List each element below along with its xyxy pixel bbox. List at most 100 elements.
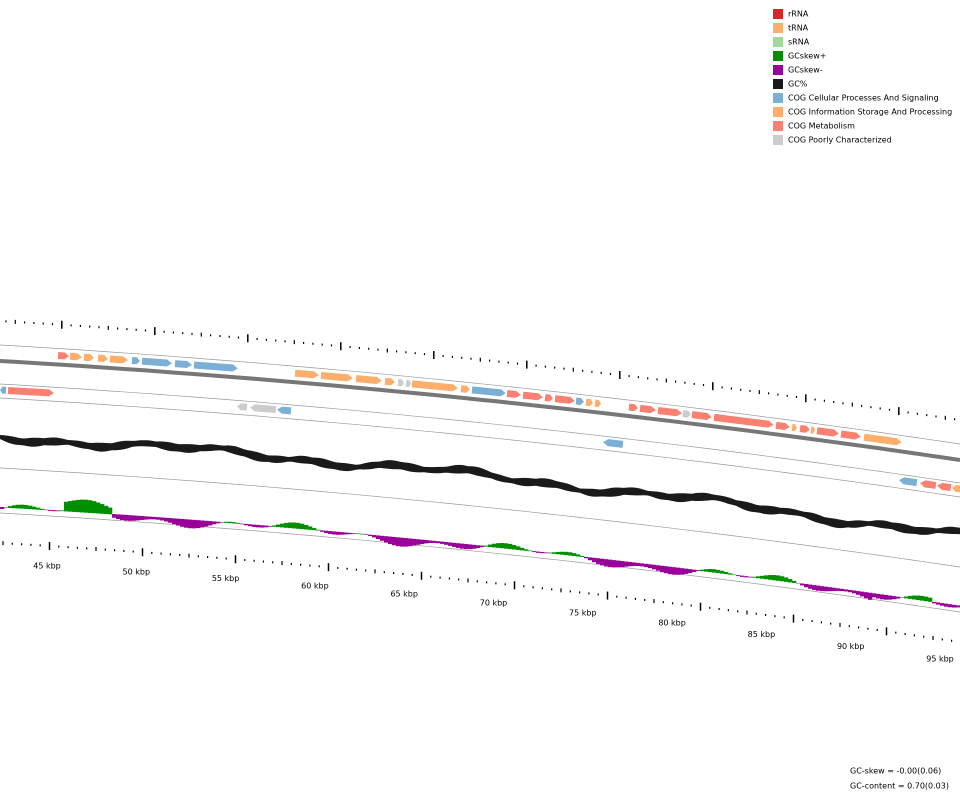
gc-skew-bar <box>736 575 741 577</box>
gc-skew-bar <box>752 576 757 578</box>
gc-skew-bar <box>136 515 141 521</box>
gc-skew-bar <box>592 557 597 563</box>
gc-skew-bar <box>248 524 253 527</box>
gc-skew-bar <box>412 538 417 546</box>
gc-skew-bar <box>740 575 745 577</box>
gc-skew-bar <box>616 560 621 568</box>
gc-skew-bar <box>432 540 437 543</box>
gc-skew-bar <box>676 567 681 575</box>
gc-skew-bar <box>560 551 565 555</box>
gene-feature <box>691 411 712 420</box>
gc-skew-bar <box>524 549 529 551</box>
gc-skew-bar <box>748 576 753 578</box>
gene-feature <box>544 394 553 402</box>
gc-skew-bar <box>376 535 381 540</box>
gc-skew-bar <box>308 526 313 530</box>
gc-skew-bar <box>920 595 925 601</box>
backbone <box>0 359 960 462</box>
gc-skew-bar <box>604 559 609 567</box>
gc-skew-bar <box>420 539 425 545</box>
gc-skew-bar <box>880 594 885 600</box>
gene-feature <box>816 427 839 437</box>
gc-skew-bar <box>60 510 65 512</box>
gc-skew-bar <box>216 521 221 524</box>
scale-label: 90 kbp <box>837 642 865 651</box>
gc-skew-bar <box>304 524 309 530</box>
gc-skew-bar <box>828 587 833 592</box>
legend-label: COG Metabolism <box>788 122 855 131</box>
gc-skew-bar <box>260 525 265 528</box>
gene-feature <box>277 406 292 415</box>
gc-skew-bar <box>476 545 481 549</box>
gene-feature <box>639 404 656 414</box>
gc-skew-bar <box>768 575 773 580</box>
gc-skew-bar <box>328 531 333 534</box>
gc-skew-bar <box>568 552 573 556</box>
gc-skew-bar <box>132 515 137 521</box>
gc-skew-bar <box>644 563 649 568</box>
gc-skew-bar <box>272 525 277 527</box>
gc-skew-bar <box>464 544 469 550</box>
gc-skew-bar <box>516 546 521 550</box>
gc-skew-bar <box>764 575 769 580</box>
gc-skew-bar <box>228 521 233 524</box>
legend-label: COG Poorly Characterized <box>788 136 892 145</box>
gc-skew-bar <box>908 595 913 599</box>
gc-skew-bar <box>180 518 185 527</box>
gc-skew-bar <box>812 585 817 590</box>
gc-skew-bar <box>48 509 53 511</box>
gc-skew-bar <box>712 569 717 573</box>
gc-skew-bar <box>912 595 917 600</box>
gc-skew-bar <box>336 531 341 535</box>
gc-skew-bar <box>8 506 13 508</box>
gc-skew-bar <box>268 525 273 527</box>
legend-label: GCskew+ <box>788 52 826 61</box>
gc-skew-bar <box>496 543 501 548</box>
gc-skew-bar <box>452 542 457 547</box>
gc-skew-bar <box>456 543 461 548</box>
gc-skew-bar <box>168 518 173 523</box>
gc-skew-bar <box>480 545 485 548</box>
gc-skew-bar <box>28 505 33 510</box>
ring-line <box>0 344 960 445</box>
gc-skew-bar <box>212 521 217 525</box>
gc-skew-bar <box>796 582 801 584</box>
gene-feature <box>594 399 601 408</box>
gc-skew-bar <box>472 544 477 549</box>
gene-feature <box>69 352 82 361</box>
gc-skew-bar <box>732 574 737 576</box>
gc-skew-bar <box>56 510 61 512</box>
gc-skew-bar <box>504 543 509 549</box>
gc-skew-bar <box>140 516 145 520</box>
gene-feature <box>411 380 458 392</box>
legend-swatch <box>773 121 783 131</box>
gc-skew-bar <box>312 528 317 531</box>
gc-skew-bar <box>24 505 29 509</box>
gc-skew-bar <box>672 567 677 575</box>
scale-label: 80 kbp <box>658 619 686 628</box>
scale-label: 60 kbp <box>301 581 329 590</box>
gc-skew-bar <box>352 533 357 534</box>
gc-skew-bar <box>528 550 533 552</box>
gc-skew-bar <box>620 561 625 568</box>
gene-feature <box>131 356 140 365</box>
gc-skew-bar <box>508 543 513 550</box>
gene-feature <box>657 407 682 417</box>
gc-skew-bar <box>724 572 729 575</box>
legend-swatch <box>773 79 783 89</box>
gene-feature <box>775 421 790 430</box>
legend-label: COG Information Storage And Processing <box>788 108 952 117</box>
gene-feature <box>554 395 575 404</box>
gene-feature <box>141 357 172 367</box>
gc-skew-bar <box>444 542 449 545</box>
gc-skew-bar <box>344 532 349 535</box>
gc-skew-bar <box>584 556 589 559</box>
gc-skew-bar <box>700 569 705 572</box>
gc-skew-bar <box>816 585 821 591</box>
gc-skew-bar <box>100 504 105 514</box>
gc-skew-bar <box>144 516 149 520</box>
gc-skew-bar <box>540 552 545 554</box>
gc-skew-bar <box>688 569 693 574</box>
gc-skew-bar <box>628 561 633 567</box>
scale-label: 55 kbp <box>212 574 240 583</box>
